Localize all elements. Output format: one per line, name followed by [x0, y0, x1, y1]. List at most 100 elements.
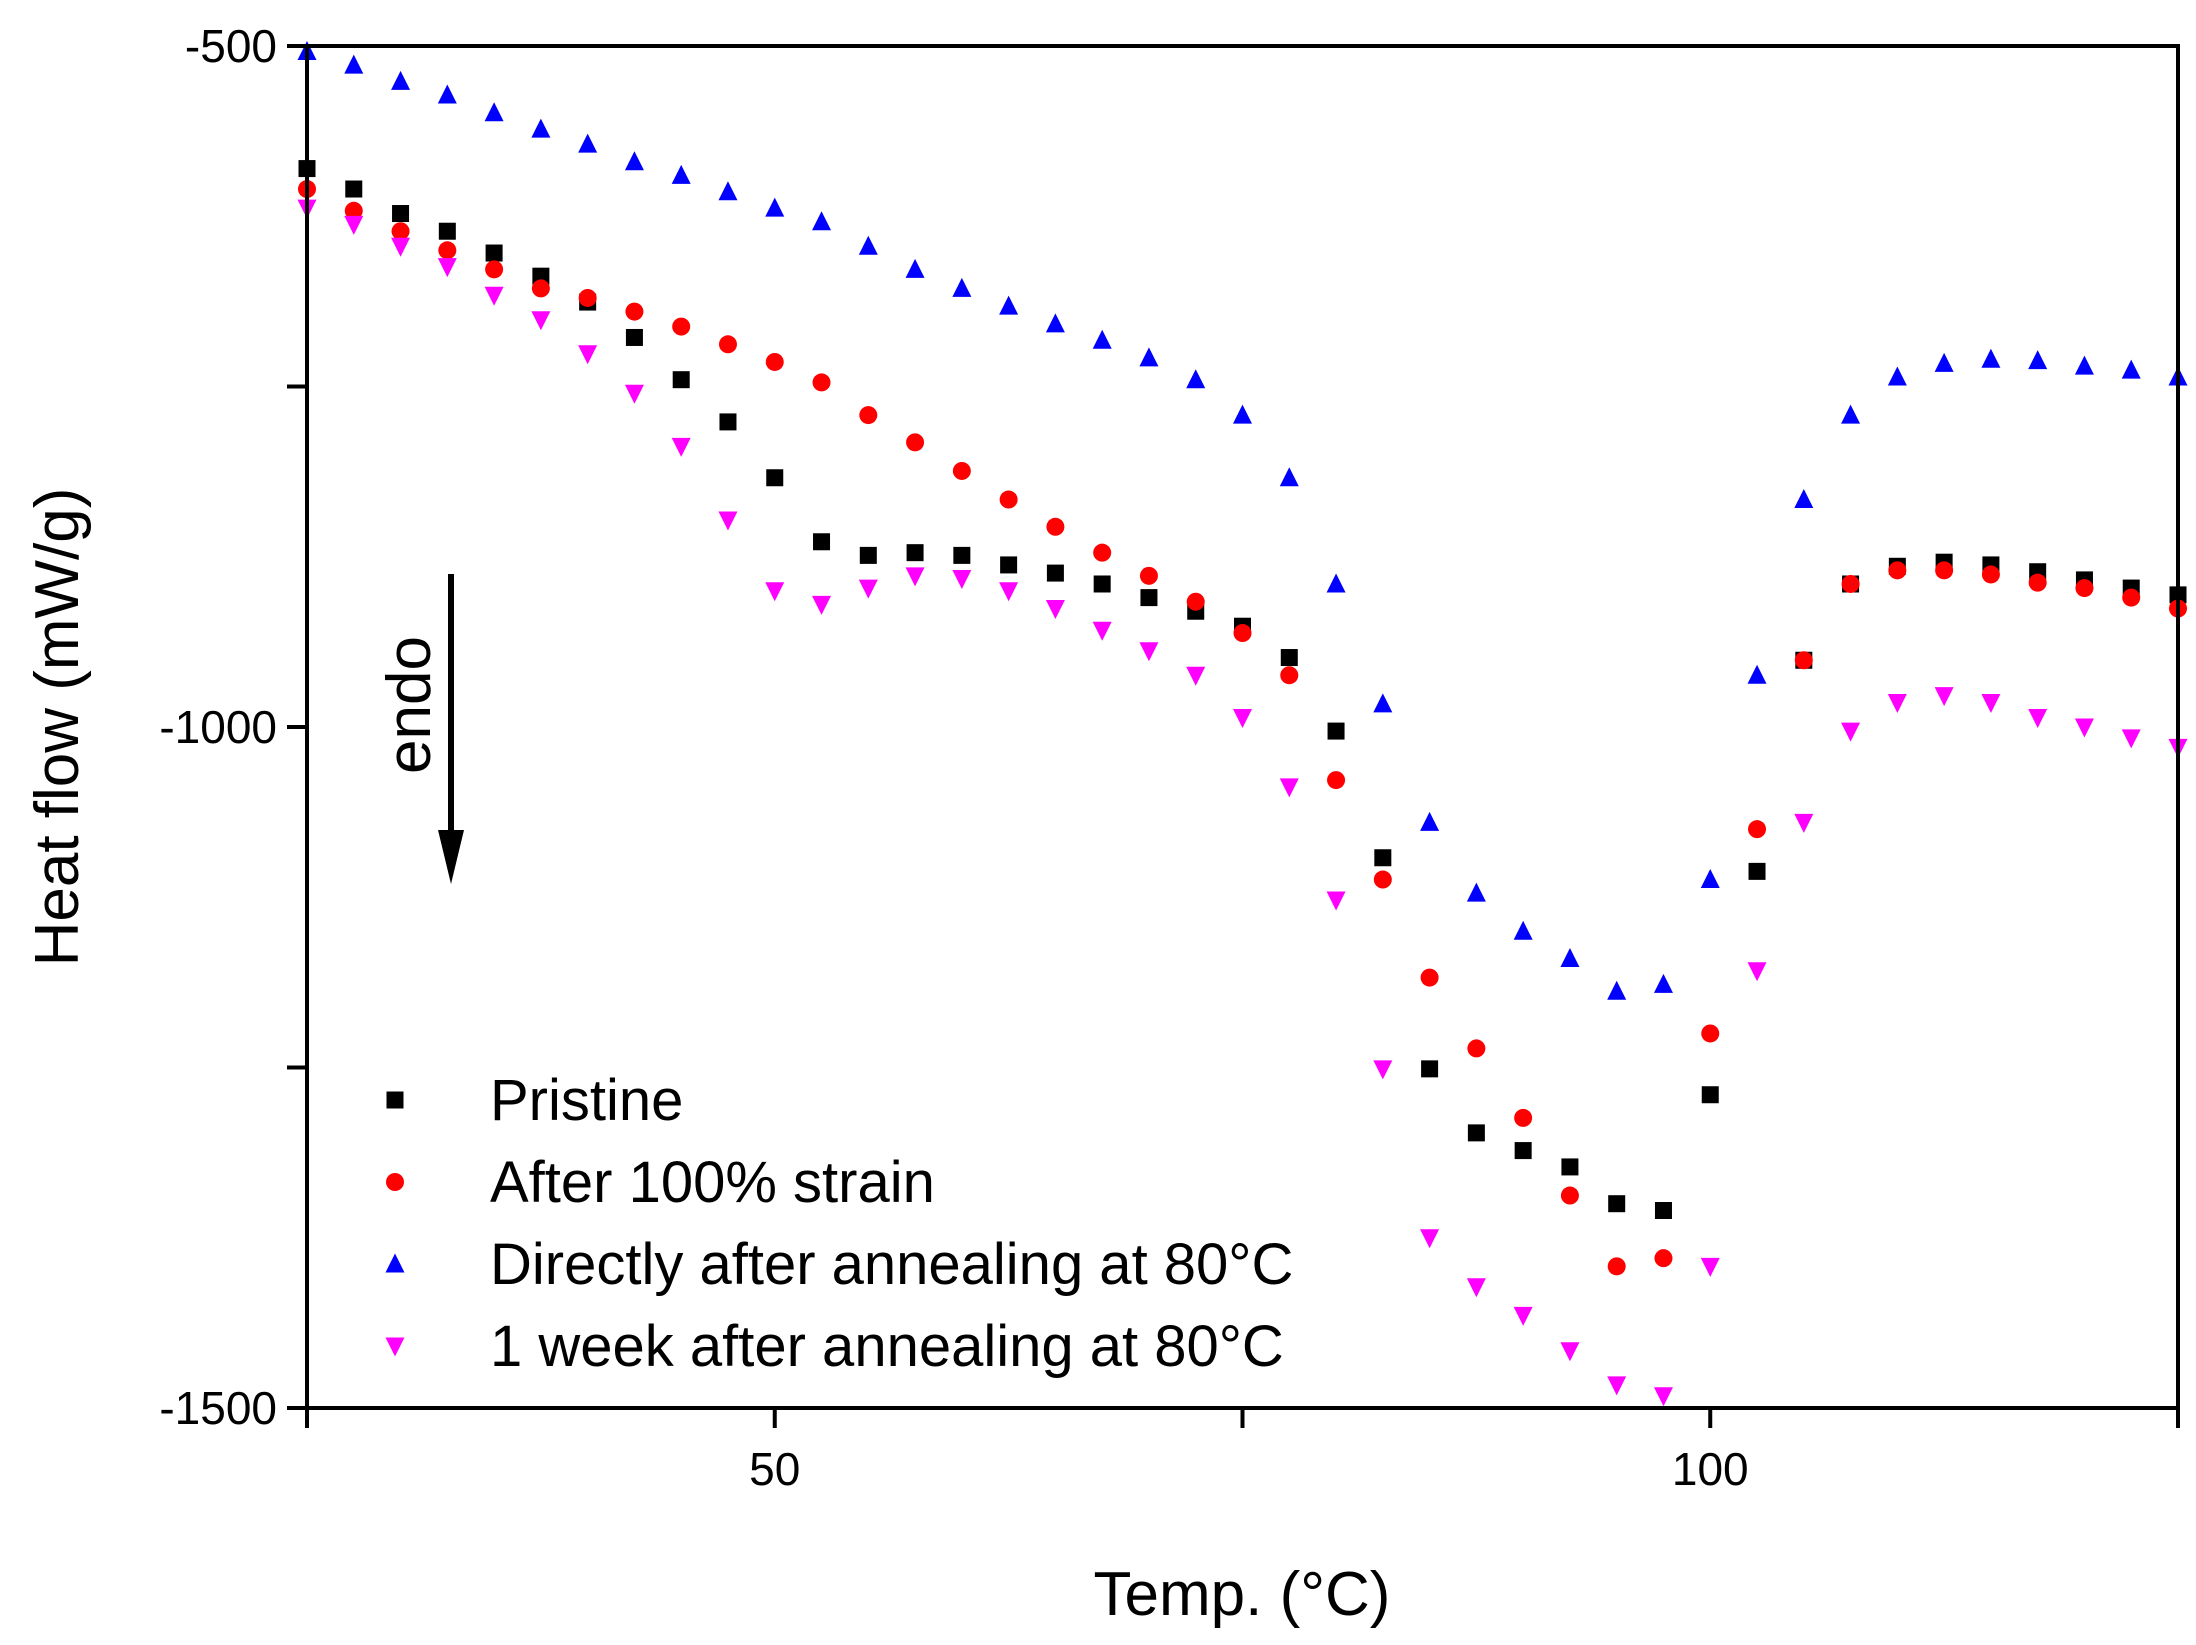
data-point [2028, 350, 2048, 370]
data-point [859, 406, 878, 425]
data-point [1045, 313, 1065, 333]
data-point [1326, 891, 1346, 911]
data-point [1280, 666, 1299, 685]
data-point [1233, 624, 1252, 643]
data-point [1140, 589, 1158, 607]
data-point [1607, 1257, 1626, 1276]
data-point [905, 567, 925, 587]
data-point [1654, 1249, 1673, 1268]
data-point [578, 345, 598, 365]
data-point [765, 197, 785, 217]
data-point [1420, 811, 1440, 831]
data-point [765, 582, 785, 602]
data-point [624, 384, 644, 404]
data-point [1186, 592, 1205, 611]
data-point [344, 54, 364, 74]
data-point [859, 546, 877, 564]
data-point [1420, 968, 1439, 987]
data-point [1700, 869, 1720, 889]
legend-label: Pristine [490, 1068, 683, 1133]
data-point [2074, 355, 2094, 375]
data-point [1092, 329, 1112, 349]
data-point [1233, 708, 1252, 728]
data-point [1279, 778, 1299, 798]
data-point [531, 279, 550, 298]
data-point [1139, 566, 1158, 585]
legend-marker [386, 1173, 404, 1191]
legend-marker [385, 1337, 405, 1357]
legend-item: Directly after annealing at 80°C [385, 1232, 1293, 1297]
data-point [1513, 920, 1533, 940]
data-point [391, 70, 411, 90]
data-point [1421, 1060, 1439, 1078]
data-point [1280, 649, 1298, 667]
data-point [1467, 1039, 1486, 1058]
data-point [624, 151, 644, 171]
endo-label: endo [375, 636, 444, 774]
data-point [1092, 621, 1112, 641]
data-point [766, 469, 784, 487]
y-tick-label: -1500 [159, 1382, 277, 1434]
data-point [1935, 561, 1954, 580]
series-2 [297, 40, 2188, 1000]
data-point [906, 433, 925, 452]
data-point [905, 258, 925, 278]
legend-label: 1 week after annealing at 80°C [490, 1314, 1284, 1379]
data-point [999, 295, 1019, 315]
data-point [1374, 849, 1392, 867]
data-point [1841, 404, 1861, 424]
data-point [952, 461, 971, 480]
data-point [953, 546, 971, 564]
data-point [484, 102, 504, 122]
data-point [578, 288, 597, 307]
data-point [1139, 347, 1159, 367]
data-point [719, 413, 737, 431]
series-0 [298, 160, 2187, 1220]
data-point [485, 244, 503, 262]
data-point [1607, 980, 1627, 1000]
data-point [1560, 948, 1580, 968]
data-point [1887, 366, 1907, 386]
data-point [532, 267, 550, 285]
data-point [1045, 600, 1065, 620]
x-tick-label: 50 [749, 1443, 800, 1495]
data-point [1934, 352, 1954, 372]
legend-marker [385, 1253, 405, 1273]
data-point [345, 180, 363, 198]
data-point [1327, 722, 1345, 740]
x-axis-title: Temp. (°C) [1094, 1560, 1391, 1629]
legend-label: Directly after annealing at 80°C [490, 1232, 1293, 1297]
legend-item: After 100% strain [386, 1150, 935, 1215]
data-point [999, 490, 1018, 509]
data-point [1093, 543, 1112, 562]
data-point [1561, 1158, 1579, 1176]
data-point [1233, 404, 1252, 424]
data-point [344, 215, 364, 235]
data-point [1186, 369, 1206, 389]
data-point [437, 84, 457, 104]
data-point [1747, 664, 1767, 684]
data-point [1000, 556, 1018, 574]
data-point [1888, 561, 1907, 580]
data-point [485, 260, 504, 279]
data-point [1514, 1142, 1532, 1160]
data-point [1327, 771, 1346, 790]
legend-label: After 100% strain [490, 1150, 935, 1215]
data-point [1608, 1195, 1626, 1213]
data-point [438, 222, 456, 240]
data-point [1794, 489, 1814, 509]
legend-marker [386, 1091, 404, 1109]
y-axis-title: Heat flow (mW/g) [23, 488, 92, 967]
data-point [1046, 517, 1065, 536]
data-point [531, 311, 551, 331]
data-point [2121, 359, 2141, 379]
data-point [1887, 693, 1907, 713]
series-1 [298, 180, 2187, 1276]
data-point [392, 205, 410, 223]
data-point [2074, 718, 2094, 738]
data-point [1466, 1278, 1486, 1298]
data-point [812, 211, 832, 231]
y-tick-label: -1000 [159, 701, 277, 753]
data-point [484, 286, 504, 306]
data-point [1794, 651, 1813, 670]
